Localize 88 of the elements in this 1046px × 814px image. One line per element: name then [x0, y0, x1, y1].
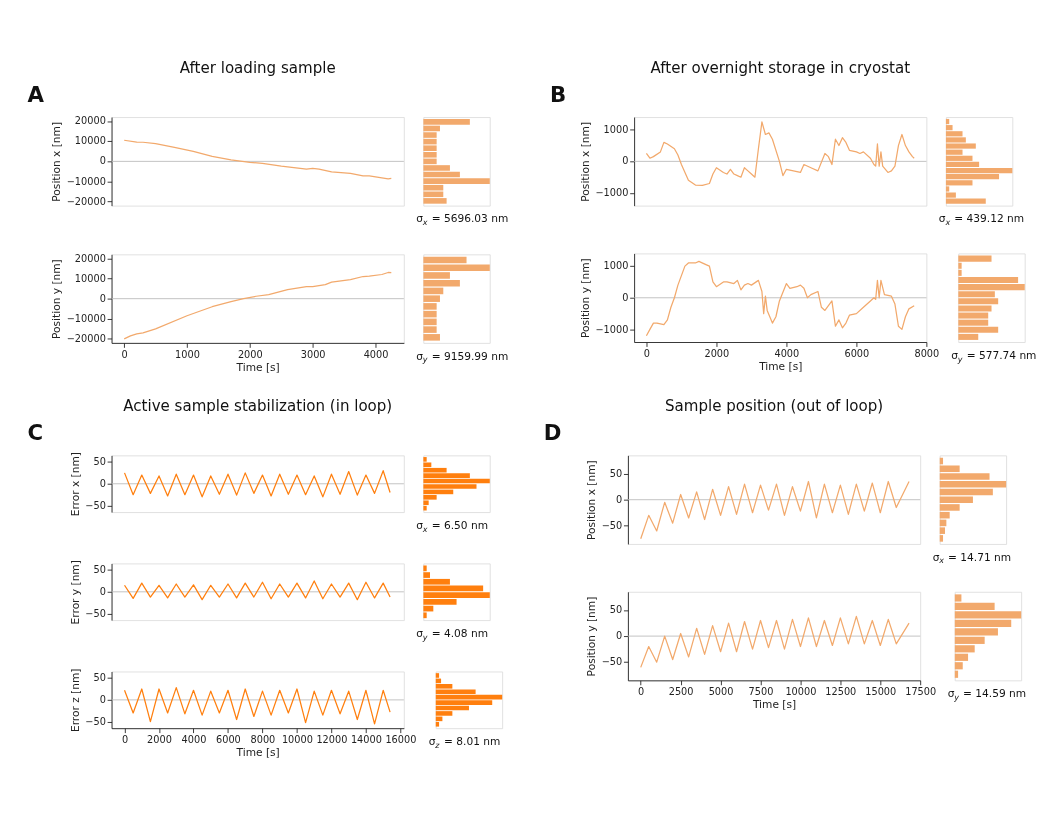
x-tick-label: 6000	[216, 733, 241, 745]
y-tick-label: 50	[93, 564, 106, 576]
y-tick-label: 50	[609, 604, 623, 616]
y-axis-title: Position x [nm]	[585, 460, 599, 540]
x-tick-label: 5000	[708, 686, 734, 698]
y-tick-label: 0	[99, 477, 106, 489]
y-tick-label: 20000	[74, 252, 106, 264]
y-tick-label: 50	[93, 456, 106, 468]
line-series	[645, 121, 915, 187]
x-tick-label: 10000	[281, 733, 313, 745]
y-axis-title: Error y [nm]	[69, 560, 83, 625]
y-tick-label: −50	[85, 715, 106, 727]
line-series	[123, 139, 392, 180]
text: A	[27, 82, 45, 108]
x-tick-label: 14000	[350, 733, 382, 745]
x-axis-title: Time [s]	[235, 746, 280, 760]
line-series	[123, 580, 391, 601]
y-axis-title: Position y [nm]	[50, 259, 64, 339]
y-axis-title: Error x [nm]	[69, 452, 83, 517]
y-tick-label: 1000	[603, 123, 629, 135]
x-tick-label: 15000	[865, 686, 897, 698]
y-tick-label: 0	[622, 155, 629, 167]
y-tick-label: −10000	[66, 175, 106, 187]
y-tick-label: 0	[99, 585, 106, 597]
x-tick-label: 10000	[785, 686, 817, 698]
y-tick-label: 10000	[74, 135, 106, 147]
y-axis-title: Position x [nm]	[50, 121, 64, 202]
x-tick-label: 8000	[250, 733, 276, 745]
text: C	[27, 420, 44, 446]
x-tick-label: 2500	[668, 686, 694, 698]
y-tick-label: 20000	[74, 115, 106, 127]
line-series	[123, 470, 391, 498]
line-series	[123, 687, 391, 725]
x-tick-label: 8000	[914, 347, 940, 359]
y-tick-label: −10000	[66, 312, 106, 324]
x-tick-label: 2000	[147, 733, 172, 745]
x-tick-label: 2000	[237, 348, 263, 360]
text: B	[550, 82, 567, 108]
x-tick-label: 4000	[363, 348, 389, 360]
line-series	[123, 271, 392, 340]
x-tick-label: 7500	[748, 686, 774, 698]
x-axis-title: Time [s]	[751, 698, 797, 712]
y-tick-label: 0	[99, 155, 106, 167]
x-tick-label: 16000	[385, 733, 417, 745]
x-axis-title: Time [s]	[758, 359, 803, 373]
y-tick-label: −1000	[595, 187, 629, 199]
y-tick-label: 50	[609, 467, 623, 479]
chart-title: Sample position (out of loop)	[665, 397, 884, 416]
line-series	[640, 480, 910, 540]
y-tick-label: −20000	[66, 195, 106, 207]
y-axis-title: Position x [nm]	[579, 121, 593, 202]
x-tick-label: 0	[121, 348, 128, 360]
text: D	[543, 420, 562, 446]
y-tick-label: −50	[601, 656, 623, 668]
y-axis-title: Error z [nm]	[69, 668, 83, 733]
y-axis-title: Position y [nm]	[585, 596, 599, 677]
line-series	[645, 260, 915, 337]
y-tick-label: 50	[93, 672, 106, 684]
x-tick-label: 3000	[300, 348, 326, 360]
y-axis-title: Position y [nm]	[579, 258, 593, 339]
y-tick-label: −1000	[595, 323, 629, 335]
x-tick-label: 1000	[175, 348, 200, 360]
x-tick-label: 4000	[181, 733, 207, 745]
y-tick-label: 10000	[74, 272, 106, 284]
y-tick-label: −20000	[66, 333, 106, 345]
x-tick-label: 2000	[704, 347, 730, 359]
x-tick-label: 12500	[825, 686, 857, 698]
bar	[435, 721, 440, 727]
chart-title: Active sample stabilization (in loop)	[123, 397, 393, 416]
y-tick-label: 0	[615, 493, 623, 505]
x-tick-label: 0	[638, 686, 645, 698]
y-tick-label: 0	[615, 630, 623, 642]
y-tick-label: 1000	[603, 260, 629, 272]
chart-title: After overnight storage in cryostat	[650, 58, 911, 77]
chart-title: After loading sample	[179, 58, 336, 77]
x-tick-label: 0	[121, 733, 129, 745]
x-tick-label: 4000	[774, 347, 800, 359]
x-tick-label: 6000	[844, 347, 870, 359]
y-tick-label: −50	[85, 607, 106, 619]
y-tick-label: −50	[85, 499, 106, 511]
y-tick-label: 0	[622, 291, 629, 303]
line-series	[640, 615, 910, 668]
y-tick-label: −50	[601, 519, 623, 531]
y-tick-label: 0	[99, 292, 106, 304]
x-tick-label: 12000	[316, 733, 348, 745]
x-axis-title: Time [s]	[235, 360, 280, 374]
x-tick-label: 0	[643, 347, 650, 359]
x-tick-label: 17500	[905, 686, 937, 698]
